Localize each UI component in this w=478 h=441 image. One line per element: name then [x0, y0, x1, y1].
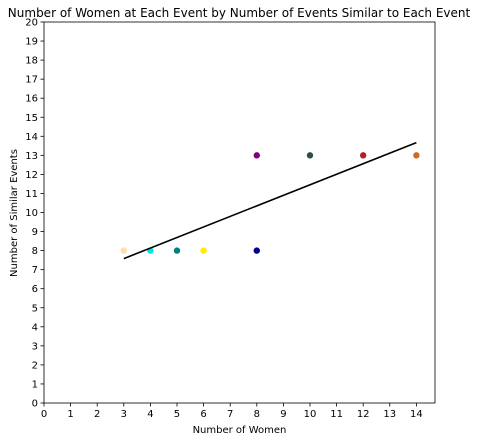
y-tick-label: 1	[32, 379, 38, 390]
x-tick-label: 8	[254, 409, 260, 420]
data-point	[359, 152, 367, 159]
x-tick-label: 9	[280, 409, 286, 420]
x-tick-label: 3	[121, 409, 127, 420]
plot-area: 0 1 2 3 4 5 6 7 8 9 10 11 12 13 1401234567891011121314…	[25, 18, 436, 421]
data-point	[173, 247, 181, 254]
y-tick-label: 14	[25, 132, 38, 143]
y-tick-label: 11	[25, 189, 38, 200]
y-tick-label: 20	[25, 18, 38, 29]
y-tick-label: 10	[25, 208, 38, 219]
data-point	[253, 152, 260, 159]
data-point	[306, 152, 314, 159]
y-tick-label: 2	[32, 360, 38, 371]
data-point	[253, 247, 260, 254]
y-tick-label: 19	[25, 37, 38, 48]
x-tick-label: 10	[304, 409, 317, 420]
x-tick-label: 13	[383, 409, 396, 420]
plot-frame	[43, 21, 436, 404]
x-tick-label: 1	[67, 409, 73, 420]
y-tick-label: 17	[25, 75, 38, 86]
x-tick-label: 12	[357, 409, 370, 420]
x-tick-label: 11	[330, 409, 343, 420]
y-tick-label: 13	[25, 151, 38, 162]
x-axis-label: Number of Women	[193, 425, 287, 436]
chart-title: Number of Women at Each Event by Number …	[8, 6, 471, 20]
x-tick-label: 0	[41, 409, 47, 420]
data-point	[120, 247, 127, 254]
y-tick-label: 7	[32, 265, 38, 276]
trend-line	[123, 141, 417, 260]
y-tick-label: 3	[32, 341, 38, 352]
y-tick-label: 0	[32, 399, 38, 410]
y-tick-label: 12	[25, 170, 38, 181]
y-tick-label: 5	[32, 303, 38, 314]
y-tick-label: 4	[32, 322, 38, 333]
x-tick-label: 14	[410, 409, 423, 420]
points-layer	[120, 152, 420, 254]
data-point	[200, 247, 207, 254]
x-tick-label: 2	[94, 409, 100, 420]
y-tick-label: 16	[25, 94, 38, 105]
x-tick-label: 6	[200, 409, 206, 420]
x-tick-label: 7	[227, 409, 233, 420]
y-tick-label: 18	[25, 56, 38, 67]
x-tick-label: 5	[174, 409, 180, 420]
y-axis-label: Number of Similar Events	[9, 149, 20, 277]
x-tick-label: 4	[147, 409, 153, 420]
y-tick-label: 8	[32, 246, 38, 257]
y-tick-label: 15	[25, 113, 38, 124]
data-point	[413, 152, 420, 159]
tick-layer: 0 1 2 3 4 5 6 7 8 9 10 11 12 13 1401234567891011121314…	[25, 18, 422, 421]
trend-layer	[123, 141, 417, 260]
y-tick-label: 9	[32, 227, 38, 238]
y-tick-label: 6	[32, 284, 38, 295]
